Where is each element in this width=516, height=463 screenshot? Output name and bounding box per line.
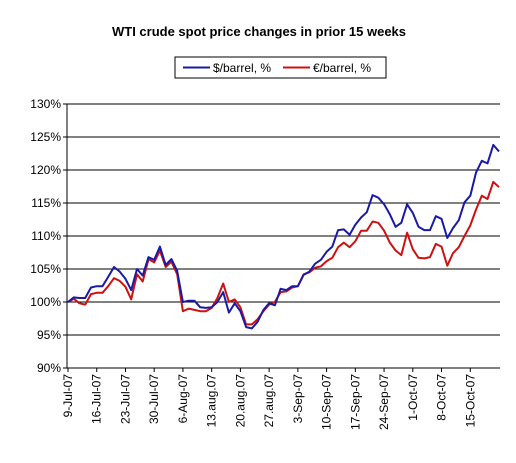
- gridlines: [67, 103, 500, 336]
- x-tick-label: 3-Sep-07: [291, 374, 305, 424]
- x-tick-label: 17-Sep-07: [348, 374, 362, 430]
- x-tick-label: 10-Sep-07: [320, 374, 334, 430]
- y-tick-label: 115%: [31, 196, 61, 210]
- x-tick-label: 9-Jul-07: [61, 374, 75, 418]
- legend: $/barrel, % €/barrel, %: [174, 56, 387, 79]
- legend-label-usd: $/barrel, %: [213, 61, 271, 75]
- y-tick-label: 100%: [30, 295, 61, 309]
- x-tick-label: 23-Jul-07: [118, 374, 132, 424]
- y-tick-label: 120%: [30, 163, 61, 177]
- x-axis-ticks: 9-Jul-07 16-Jul-07 23-Jul-07 30-Jul-07 6-Aug…: [61, 368, 477, 430]
- y-tick-label: 90%: [37, 361, 61, 375]
- x-tick-label: 30-Jul-07: [147, 374, 161, 424]
- x-tick-label: 27.aug.07: [262, 374, 276, 428]
- x-tick-label: 13.aug.07: [205, 374, 219, 428]
- x-tick-label: 24-Sep-07: [377, 374, 391, 430]
- legend-box: [174, 56, 387, 79]
- y-axis-ticks: 90% 95% 100% 105% 110% 115% 120% 125% 130%: [30, 97, 67, 375]
- series-line-eur: [67, 180, 500, 326]
- y-tick-label: 95%: [37, 328, 61, 342]
- x-tick-label: 8-Oct-07: [435, 374, 449, 421]
- y-tick-label: 125%: [30, 130, 61, 144]
- y-tick-label: 110%: [31, 229, 61, 243]
- legend-label-eur: €/barrel, %: [313, 61, 371, 75]
- y-tick-label: 105%: [30, 262, 61, 276]
- series-lines: [67, 143, 500, 330]
- y-tick-label: 130%: [30, 97, 61, 111]
- chart-title: WTI crude spot price changes in prior 15…: [112, 24, 406, 39]
- x-tick-label: 6-Aug-07: [176, 374, 190, 424]
- x-tick-label: 20.aug.07: [233, 374, 247, 428]
- x-tick-label: 15-Oct-07: [463, 374, 477, 428]
- series-line-usd: [67, 143, 500, 330]
- x-tick-label: 16-Jul-07: [90, 374, 104, 424]
- x-tick-label: 1-Oct-07: [406, 374, 420, 421]
